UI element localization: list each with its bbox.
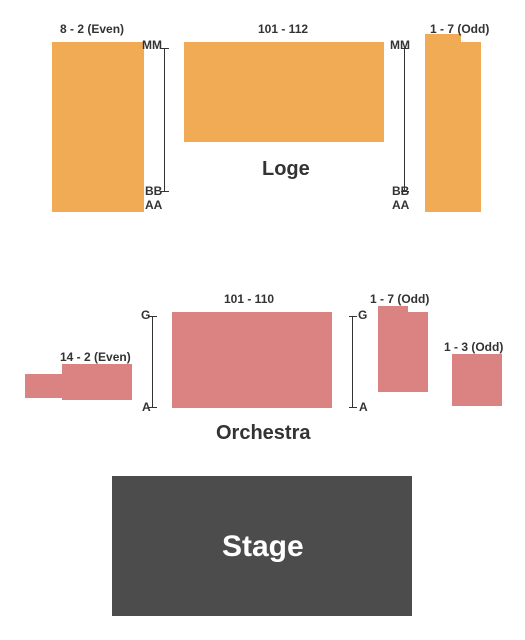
orch-right-seat-range: 1 - 7 (Odd) <box>370 292 429 306</box>
orch-farright-seat-range: 1 - 3 (Odd) <box>444 340 503 354</box>
loge-title: Loge <box>262 158 310 181</box>
orch-left-rowline <box>152 316 153 408</box>
orch-center-seat-range: 101 - 110 <box>224 292 274 306</box>
loge-center-section[interactable] <box>184 42 384 142</box>
loge-right-seat-range: 1 - 7 (Odd) <box>430 22 489 36</box>
loge-right-rowline <box>404 48 405 192</box>
orch-row-g-right: G <box>358 308 367 322</box>
orch-row-a-right: A <box>359 400 368 414</box>
loge-left-section[interactable] <box>52 42 144 212</box>
loge-row-bb-left: BB <box>145 184 162 198</box>
loge-center-seat-range: 101 - 112 <box>258 22 308 36</box>
loge-row-mm-left: MM <box>142 38 162 52</box>
orch-row-g-left: G <box>141 308 150 322</box>
loge-right-section[interactable] <box>425 42 481 212</box>
stage-label: Stage <box>222 530 304 564</box>
orch-left-section[interactable] <box>62 364 132 400</box>
orch-farleft-section[interactable] <box>25 374 63 398</box>
seating-chart: 8 - 2 (Even) 101 - 112 1 - 7 (Odd) MM MM… <box>0 0 525 640</box>
loge-row-aa-left: AA <box>145 198 162 212</box>
orch-right-rowline <box>352 316 353 408</box>
orch-farright-section[interactable] <box>452 354 502 406</box>
loge-row-aa-right: AA <box>392 198 409 212</box>
loge-row-bb-right: BB <box>392 184 409 198</box>
orch-right-section[interactable] <box>378 312 428 392</box>
orch-row-a-left: A <box>142 400 151 414</box>
loge-left-rowline <box>164 48 165 192</box>
orch-left-seat-range: 14 - 2 (Even) <box>60 350 131 364</box>
orch-center-section[interactable] <box>172 312 332 408</box>
loge-left-seat-range: 8 - 2 (Even) <box>60 22 124 36</box>
orch-title: Orchestra <box>216 422 311 445</box>
loge-row-mm-right: MM <box>390 38 410 52</box>
